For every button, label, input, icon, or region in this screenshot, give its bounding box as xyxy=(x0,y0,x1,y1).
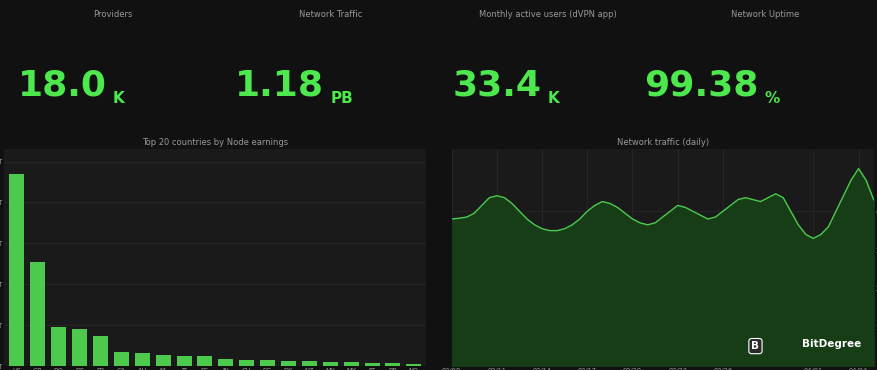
Text: %: % xyxy=(764,91,780,106)
Title: Top 20 countries by Node earnings: Top 20 countries by Node earnings xyxy=(142,138,289,147)
Text: PB: PB xyxy=(330,91,353,106)
Bar xyxy=(51,327,66,366)
Bar xyxy=(385,363,400,366)
Bar xyxy=(323,362,338,366)
Bar xyxy=(281,361,296,366)
Bar xyxy=(93,336,108,366)
Bar xyxy=(260,360,275,366)
Bar xyxy=(239,360,254,366)
Bar xyxy=(302,361,317,366)
Bar xyxy=(197,356,212,366)
Bar xyxy=(10,174,25,366)
Text: Providers: Providers xyxy=(93,10,132,19)
Bar xyxy=(134,353,150,366)
Text: Network Uptime: Network Uptime xyxy=(730,10,798,19)
Bar xyxy=(176,356,191,366)
Bar xyxy=(72,329,87,366)
Bar xyxy=(218,359,233,366)
Bar xyxy=(406,364,421,366)
Text: B: B xyxy=(751,341,759,351)
Bar xyxy=(364,363,379,366)
Text: 1.18: 1.18 xyxy=(234,68,324,102)
Bar xyxy=(155,355,170,366)
Text: 33.4: 33.4 xyxy=(452,68,540,102)
Bar xyxy=(114,352,129,366)
Text: 99.38: 99.38 xyxy=(644,68,758,102)
Title: Network traffic (daily): Network traffic (daily) xyxy=(616,138,708,147)
Text: Network Traffic: Network Traffic xyxy=(298,10,361,19)
Text: BitDegree: BitDegree xyxy=(801,339,860,349)
Text: K: K xyxy=(547,91,559,106)
Text: 18.0: 18.0 xyxy=(18,68,106,102)
Text: Monthly active users (dVPN app): Monthly active users (dVPN app) xyxy=(478,10,616,19)
Bar xyxy=(343,362,358,366)
Bar xyxy=(31,262,46,366)
Text: K: K xyxy=(113,91,125,106)
